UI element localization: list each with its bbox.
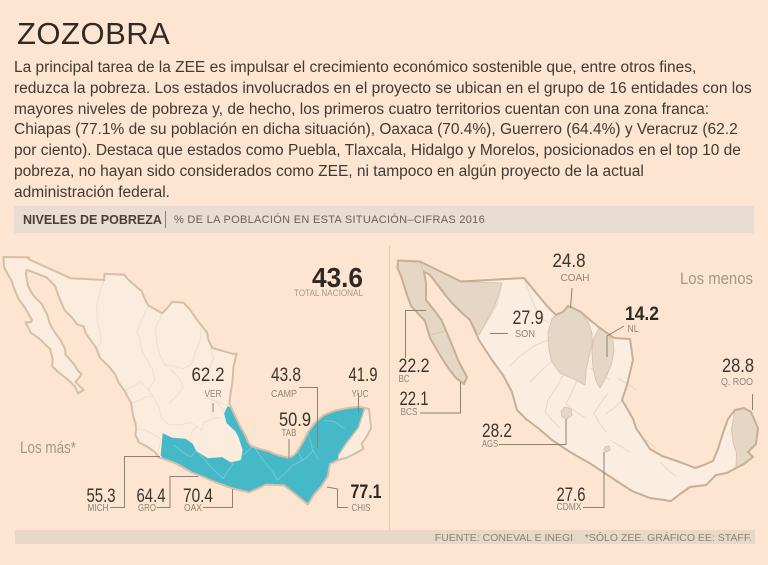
svg-text:22.2: 22.2 bbox=[399, 355, 430, 377]
svg-text:MICH: MICH bbox=[88, 503, 109, 514]
svg-text:50.9: 50.9 bbox=[279, 409, 311, 431]
svg-text:NL: NL bbox=[628, 324, 639, 335]
svg-text:TAB: TAB bbox=[282, 428, 297, 439]
svg-text:28.8: 28.8 bbox=[722, 355, 754, 377]
svg-text:CDMX: CDMX bbox=[557, 502, 582, 513]
svg-text:22.1: 22.1 bbox=[400, 388, 429, 410]
svg-text:43.6: 43.6 bbox=[312, 262, 363, 293]
svg-text:COAH: COAH bbox=[561, 273, 590, 284]
svg-text:YUC: YUC bbox=[352, 389, 369, 400]
svg-text:70.4: 70.4 bbox=[183, 485, 213, 507]
svg-text:OAX: OAX bbox=[184, 503, 202, 514]
svg-text:77.1: 77.1 bbox=[351, 481, 382, 503]
svg-text:41.9: 41.9 bbox=[349, 364, 378, 386]
svg-text:55.3: 55.3 bbox=[87, 485, 116, 507]
svg-text:27.9: 27.9 bbox=[513, 307, 544, 329]
svg-text:CHIS: CHIS bbox=[352, 503, 371, 514]
svg-text:Los menos: Los menos bbox=[680, 269, 753, 288]
svg-text:BC: BC bbox=[399, 374, 410, 385]
svg-text:CAMP: CAMP bbox=[271, 389, 297, 400]
svg-text:SON: SON bbox=[515, 329, 535, 340]
svg-text:28.2: 28.2 bbox=[482, 420, 512, 442]
svg-text:VER: VER bbox=[205, 389, 222, 400]
svg-text:62.2: 62.2 bbox=[192, 364, 225, 386]
svg-text:GRO: GRO bbox=[138, 503, 156, 514]
svg-text:AGS: AGS bbox=[482, 439, 498, 450]
svg-text:14.2: 14.2 bbox=[625, 303, 659, 325]
svg-text:Q. ROO: Q. ROO bbox=[721, 377, 753, 388]
svg-text:Los más*: Los más* bbox=[20, 438, 76, 457]
svg-text:TOTAL NACIONAL: TOTAL NACIONAL bbox=[294, 288, 363, 298]
svg-text:24.8: 24.8 bbox=[553, 250, 586, 272]
svg-text:64.4: 64.4 bbox=[137, 485, 166, 507]
svg-text:43.8: 43.8 bbox=[271, 364, 301, 386]
svg-text:BCS: BCS bbox=[401, 407, 418, 418]
svg-text:27.6: 27.6 bbox=[557, 484, 586, 506]
